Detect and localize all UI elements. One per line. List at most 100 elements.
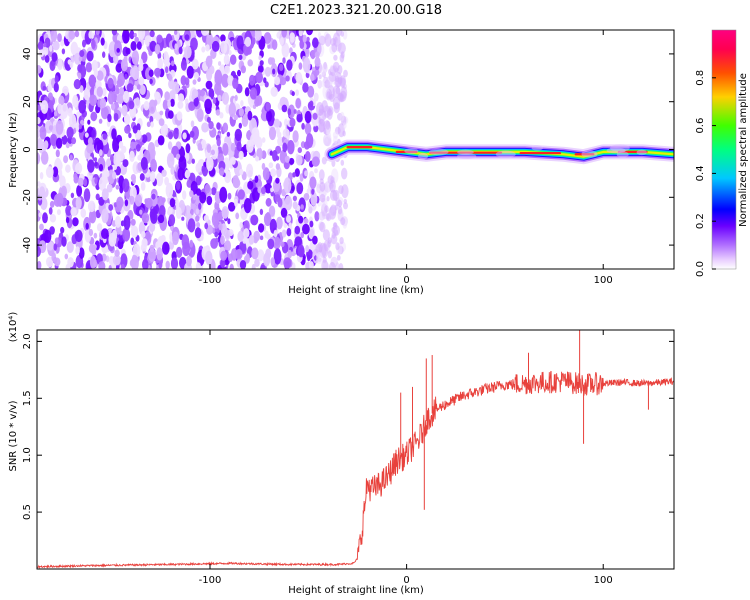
noise-blob [270, 168, 277, 177]
noise-blob [314, 51, 320, 59]
noise-blob [83, 88, 91, 101]
noise-blob [48, 207, 53, 215]
noise-blob [141, 238, 148, 248]
noise-blob [320, 68, 325, 76]
noise-blob [249, 74, 256, 86]
carrier-halo [531, 145, 543, 151]
noise-blob [90, 111, 98, 122]
noise-blob [156, 247, 163, 261]
noise-blob [341, 167, 348, 180]
noise-blob [48, 125, 53, 131]
noise-blob [94, 161, 98, 167]
noise-blob [39, 186, 46, 199]
noise-blob [162, 241, 170, 255]
noise-blob [279, 37, 284, 46]
noise-blob [60, 102, 69, 119]
noise-blob [177, 167, 185, 181]
noise-blob [165, 66, 169, 74]
y-tick-label: 0 [22, 146, 33, 152]
noise-blob [332, 61, 340, 73]
noise-blob [191, 158, 195, 164]
noise-blob [255, 156, 260, 162]
noise-blob [139, 58, 143, 66]
noise-blob [250, 214, 259, 226]
spectrogram-axes: -100 0 100 -40 -20 0 20 40 [22, 30, 674, 286]
noise-blob [275, 177, 280, 184]
noise-blob [219, 112, 224, 119]
noise-blob [295, 72, 303, 84]
colorbar-tick-label: 0.8 [695, 70, 706, 86]
noise-blob [77, 72, 82, 80]
noise-blob [196, 222, 201, 228]
noise-blob [149, 222, 156, 233]
noise-blob [109, 154, 114, 162]
noise-blob [210, 149, 215, 156]
noise-blob [327, 239, 332, 248]
noise-blob [335, 262, 340, 269]
noise-blob [131, 50, 140, 65]
noise-blob [164, 91, 170, 101]
noise-blob [52, 166, 59, 178]
noise-blob [270, 86, 278, 97]
noise-blob [61, 134, 68, 145]
noise-blob [299, 39, 305, 49]
noise-blob [311, 156, 320, 167]
noise-blob [270, 187, 274, 193]
noise-blob [279, 63, 284, 72]
noise-blob [172, 231, 179, 246]
noise-blob [187, 218, 196, 233]
noise-blob [80, 208, 87, 218]
noise-blob [98, 118, 103, 124]
noise-blob [60, 39, 65, 47]
y-tick-label: 0.5 [22, 504, 33, 520]
noise-blob [228, 202, 236, 212]
noise-blob [115, 63, 123, 73]
noise-blob [101, 228, 109, 240]
noise-blob [258, 223, 265, 233]
noise-blob [222, 143, 229, 156]
noise-blob [243, 228, 250, 239]
noise-blob [232, 177, 241, 189]
noise-blob [113, 151, 121, 167]
noise-blob [319, 221, 326, 233]
noise-blob [211, 187, 217, 196]
noise-blob [161, 169, 167, 177]
noise-blob [119, 87, 125, 96]
noise-blob [236, 141, 242, 152]
noise-blob [75, 124, 80, 132]
noise-blob [72, 94, 79, 108]
noise-blob [340, 77, 346, 87]
noise-blob [112, 171, 117, 180]
colorbar-tick-label: 0.4 [695, 165, 706, 181]
noise-blob [132, 243, 141, 258]
noise-blob [235, 212, 240, 220]
noise-blob [91, 39, 96, 50]
noise-blob [208, 121, 214, 130]
noise-blob [122, 159, 129, 168]
noise-blob [107, 91, 115, 105]
noise-blob [130, 225, 139, 238]
noise-blob [267, 238, 275, 250]
noise-blob [286, 228, 292, 237]
noise-blob [132, 125, 138, 134]
noise-blob [242, 238, 247, 244]
noise-blob [231, 156, 236, 165]
noise-blob [113, 112, 119, 122]
noise-blob [139, 209, 143, 215]
noise-blob [121, 104, 128, 117]
noise-blob [247, 59, 253, 67]
noise-blob [342, 122, 347, 129]
noise-blob [259, 235, 264, 241]
noise-blob [293, 109, 297, 114]
noise-blob [206, 195, 213, 206]
noise-blob [83, 178, 88, 187]
noise-blob [217, 94, 222, 102]
noise-blob [322, 229, 330, 241]
noise-blob [195, 162, 202, 173]
noise-blob [189, 190, 194, 198]
noise-blob [268, 67, 272, 74]
noise-blob [108, 204, 114, 211]
noise-blob [315, 252, 323, 264]
noise-blob [333, 54, 338, 61]
noise-blob [237, 189, 245, 200]
